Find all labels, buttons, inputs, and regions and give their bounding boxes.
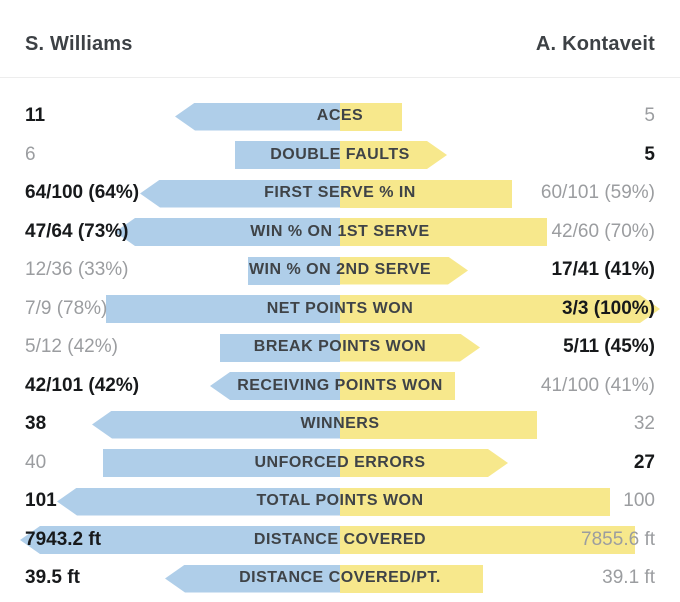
- stat-row: 42/101 (42%) 41/100 (41%) RECEIVING POINTS…: [0, 367, 680, 406]
- left-value: 101: [25, 490, 57, 512]
- left-bar: [115, 218, 340, 246]
- right-value: 5: [644, 143, 655, 165]
- right-bar: [340, 334, 480, 362]
- stat-label: BREAK POINTS WON: [253, 338, 427, 356]
- left-bar: [57, 487, 340, 516]
- stat-label: DISTANCE COVERED/PT.: [239, 569, 441, 587]
- left-value: 6: [25, 143, 36, 165]
- left-value: 5/12 (42%): [25, 336, 118, 358]
- stat-label: RECEIVING POINTS WON: [237, 376, 443, 394]
- left-bar: [248, 256, 340, 285]
- right-bar: [340, 218, 547, 246]
- stat-row: 7/9 (78%) 3/3 (100%) NET POINTS WON: [0, 290, 680, 329]
- right-bar: [340, 141, 447, 169]
- right-value: 32: [633, 413, 655, 435]
- left-bar: [165, 564, 340, 593]
- right-value: 3/3 (100%): [562, 297, 655, 319]
- left-value: 40: [25, 451, 47, 473]
- stat-label: DISTANCE COVERED: [253, 530, 427, 548]
- stat-label: WIN % ON 2ND SERVE: [248, 261, 432, 279]
- right-value: 60/101 (59%): [540, 182, 655, 204]
- stat-label: UNFORCED ERRORS: [254, 453, 426, 471]
- stat-row: 12/36 (33%) 17/41 (41%) WIN % ON 2ND SERVE: [0, 251, 680, 290]
- header: S. Williams A. Kontaveit: [0, 0, 680, 78]
- left-bar: [140, 179, 340, 208]
- left-bar: [92, 410, 340, 439]
- stat-label: WIN % ON 1ST SERVE: [250, 222, 430, 240]
- right-value: 5: [644, 105, 655, 127]
- left-player-name: S. Williams: [25, 33, 133, 55]
- stat-row: 38 32 WINNERS: [0, 405, 680, 444]
- left-value: 39.5 ft: [25, 567, 80, 589]
- right-player-name: A. Kontaveit: [535, 33, 655, 55]
- left-bar: [220, 333, 340, 362]
- stat-row: 64/100 (64%) 60/101 (59%) FIRST SERVE % IN: [0, 174, 680, 213]
- right-bar: [340, 179, 512, 208]
- stat-label: TOTAL POINTS WON: [256, 492, 424, 510]
- left-value: 38: [25, 413, 47, 435]
- right-value: 42/60 (70%): [551, 220, 655, 242]
- left-value: 7/9 (78%): [25, 297, 108, 319]
- left-value: 42/101 (42%): [25, 374, 140, 396]
- left-value: 7943.2 ft: [25, 528, 102, 550]
- stat-row: 101 100 TOTAL POINTS WON: [0, 482, 680, 521]
- stat-row: 39.5 ft 39.1 ft DISTANCE COVERED/PT.: [0, 559, 680, 598]
- stat-label: FIRST SERVE % IN: [264, 184, 416, 202]
- right-value: 5/11 (45%): [563, 336, 655, 358]
- left-bar: [210, 372, 340, 400]
- left-value: 11: [25, 105, 46, 127]
- right-bar: [340, 410, 537, 439]
- right-bar: [340, 526, 635, 554]
- stat-row: 6 5 DOUBLE FAULTS: [0, 136, 680, 175]
- right-value: 41/100 (41%): [540, 374, 655, 396]
- stat-row: 47/64 (73%) 42/60 (70%) WIN % ON 1ST SERVE: [0, 213, 680, 252]
- stat-row: 5/12 (42%) 5/11 (45%) BREAK POINTS WON: [0, 328, 680, 367]
- right-value: 17/41 (41%): [551, 259, 655, 281]
- left-value: 12/36 (33%): [25, 259, 129, 281]
- right-bar: [340, 102, 402, 131]
- stat-label: NET POINTS WON: [266, 299, 414, 317]
- stat-row: 11 5 ACES: [0, 97, 680, 136]
- stat-label: WINNERS: [300, 415, 380, 433]
- left-bar: [175, 102, 340, 131]
- stat-row: 7943.2 ft 7855.6 ft DISTANCE COVERED: [0, 521, 680, 560]
- right-bar: [340, 487, 610, 516]
- left-bar: [103, 449, 340, 477]
- right-value: 27: [633, 451, 655, 473]
- left-bar: [106, 295, 340, 323]
- left-bar: [235, 141, 340, 169]
- right-bar: [340, 564, 483, 593]
- right-bar: [340, 257, 468, 285]
- left-value: 47/64 (73%): [25, 220, 129, 242]
- stats-rows: 11 5 ACES 6 5 DOUBLE FAULTS 64/100 (64%) 60/101…: [0, 97, 680, 598]
- right-value: 100: [623, 490, 655, 512]
- stat-label: ACES: [316, 107, 364, 125]
- right-bar: [340, 449, 508, 477]
- left-value: 64/100 (64%): [25, 182, 140, 204]
- left-bar: [20, 526, 340, 554]
- right-value: 7855.6 ft: [581, 528, 655, 550]
- right-value: 39.1 ft: [602, 567, 655, 589]
- right-bar: [340, 295, 660, 323]
- right-bar: [340, 372, 455, 400]
- stat-label: DOUBLE FAULTS: [270, 145, 410, 163]
- stat-row: 40 27 UNFORCED ERRORS: [0, 444, 680, 483]
